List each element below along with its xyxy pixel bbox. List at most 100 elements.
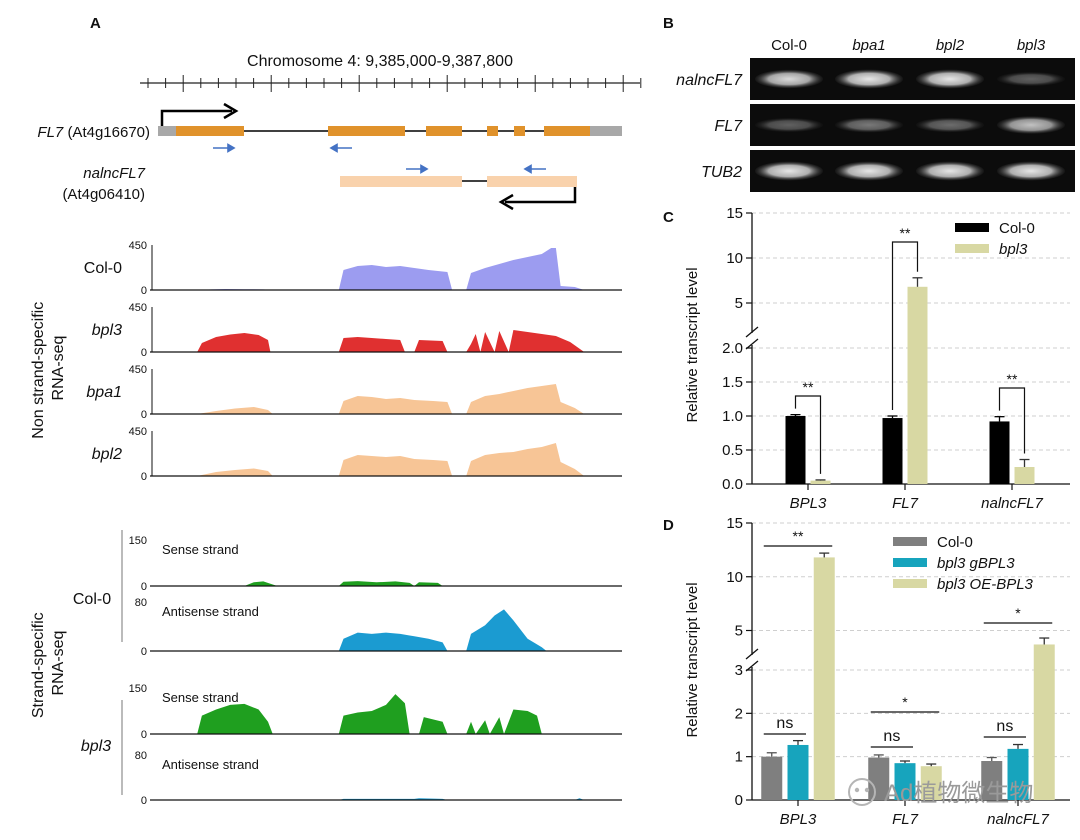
legend-swatch <box>955 223 989 232</box>
gel-band <box>755 161 823 181</box>
significance-label: ** <box>793 528 804 544</box>
fl7-exon <box>487 126 498 136</box>
y-tick-label: 1.0 <box>722 408 743 425</box>
track-zero-label: 0 <box>141 409 147 421</box>
track-sample-bpa1: bpa1 <box>86 384 122 401</box>
bar-nalncFL7-Col-0 <box>981 761 1003 800</box>
coverage-bpl3_sense <box>197 694 585 734</box>
panel-a-label: A <box>90 15 101 32</box>
track-max-label: 450 <box>129 364 147 376</box>
strand-track-zero-label: 0 <box>141 795 147 807</box>
coverage-col0 <box>197 248 585 290</box>
strand-group-label: Strand-specific RNA-seq <box>30 608 67 718</box>
fl7-tss-arrow <box>160 109 232 126</box>
bar-BPL3-Col-0 <box>761 756 783 800</box>
y-tick-label: 0.5 <box>722 442 743 459</box>
gel-row-label: nalncFL7 <box>676 72 743 89</box>
significance-label: ** <box>900 225 911 241</box>
y-tick-label: 5 <box>735 295 743 312</box>
track-max-label: 450 <box>129 426 147 438</box>
panel-b: B Col-0 bpa1 bpl2 bpl3 nalncFL7 FL7 TUB2 <box>663 15 1075 192</box>
track-zero-label: 0 <box>141 471 147 483</box>
bar-nalncFL7-bpl3-OE-BPL3 <box>1033 644 1055 800</box>
bar-FL7-bpl3-OE-BPL3 <box>920 766 942 800</box>
nalncfl7-exon <box>340 176 462 187</box>
non-strand-tracks: 450 0 Col-0 450 0 bpl3 450 0 bpa1 450 0 bpl2 <box>84 240 622 483</box>
bar-BPL3-bpl3 <box>810 480 831 484</box>
significance-label: ns <box>883 728 900 745</box>
strand-sample-col0: Col-0 <box>73 591 111 608</box>
legend-swatch <box>893 558 927 567</box>
y-tick-label: 10 <box>726 250 743 267</box>
legend-swatch <box>893 537 927 546</box>
gene-nalncfl7-locus: (At4g06410) <box>62 186 145 203</box>
bar-FL7-bpl3-gBPL3 <box>894 763 916 800</box>
x-tick-label: FL7 <box>892 495 919 512</box>
gel-row-label: FL7 <box>714 118 743 135</box>
significance-label: * <box>1015 605 1021 621</box>
legend-swatch <box>955 244 989 253</box>
chromosome-label: Chromosome 4: 9,385,000-9,387,800 <box>247 53 513 70</box>
gel-band <box>755 69 823 89</box>
y-axis-label: Relative transcript level <box>684 267 701 422</box>
axis-break-mark <box>745 660 759 672</box>
gel-band <box>835 161 903 181</box>
legend-label: bpl3 gBPL3 <box>937 555 1015 572</box>
strand-track-max-label: 150 <box>129 535 147 547</box>
strand-label-sense: Sense strand <box>162 690 239 705</box>
coverage-bpl2 <box>197 443 585 476</box>
coverage-bpl3_antisense <box>197 798 585 800</box>
bar-FL7-Col-0 <box>882 418 903 484</box>
fl7-exon <box>328 126 405 136</box>
rt-pcr-gel: Col-0 bpa1 bpl2 bpl3 nalncFL7 FL7 TUB2 <box>676 37 1075 192</box>
y-tick-label: 1.5 <box>722 374 743 391</box>
axis-break-mark <box>745 338 759 350</box>
bar-nalncFL7-bpl3 <box>1014 467 1035 484</box>
x-tick-label: nalncFL7 <box>981 495 1043 512</box>
significance-bracket <box>891 241 919 410</box>
fl7-utr-3 <box>590 126 622 136</box>
track-zero-label: 0 <box>141 285 147 297</box>
legend-label: Col-0 <box>999 220 1035 237</box>
x-tick-label: BPL3 <box>790 495 827 512</box>
strand-label-sense: Sense strand <box>162 542 239 557</box>
panel-d-label: D <box>663 517 674 534</box>
y-tick-label: 2.0 <box>722 340 743 357</box>
gel-lane-label: bpl2 <box>936 37 965 54</box>
gel-band <box>916 161 984 181</box>
strand-track-max-label: 80 <box>135 750 147 762</box>
gel-band <box>997 72 1065 86</box>
legend-swatch <box>893 579 927 588</box>
y-tick-label: 2 <box>735 705 743 722</box>
coverage-col0_antisense <box>197 609 585 651</box>
gel-band <box>916 69 984 89</box>
nalncfl7-exon <box>487 176 577 187</box>
track-sample-col0: Col-0 <box>84 260 122 277</box>
axis-break-mark <box>745 648 759 660</box>
gel-row-label: TUB2 <box>701 164 742 181</box>
significance-label: ** <box>803 379 814 395</box>
x-tick-label: BPL3 <box>780 811 817 828</box>
significance-label: ns <box>996 718 1013 735</box>
gel-band <box>997 116 1065 134</box>
gel-band <box>835 69 903 89</box>
strand-track-zero-label: 0 <box>141 581 147 593</box>
gel-band <box>755 118 823 132</box>
axis-break-mark <box>745 326 759 338</box>
bar-BPL3-bpl3-gBPL3 <box>787 744 809 800</box>
bar-FL7-bpl3 <box>907 286 928 484</box>
track-sample-bpl2: bpl2 <box>92 446 122 463</box>
bar-BPL3-Col-0 <box>785 416 806 484</box>
legend-label: Col-0 <box>937 534 973 551</box>
gel-lane-label: bpl3 <box>1017 37 1046 54</box>
panel-c-label: C <box>663 209 674 226</box>
y-tick-label: 0 <box>735 792 743 809</box>
fl7-exon <box>426 126 462 136</box>
coverage-bpa1 <box>197 384 585 414</box>
significance-bracket <box>998 387 1026 454</box>
bar-nalncFL7-bpl3-gBPL3 <box>1007 748 1029 800</box>
strand-track-zero-label: 0 <box>141 646 147 658</box>
fl7-exon <box>514 126 525 136</box>
track-sample-bpl3: bpl3 <box>92 322 122 339</box>
